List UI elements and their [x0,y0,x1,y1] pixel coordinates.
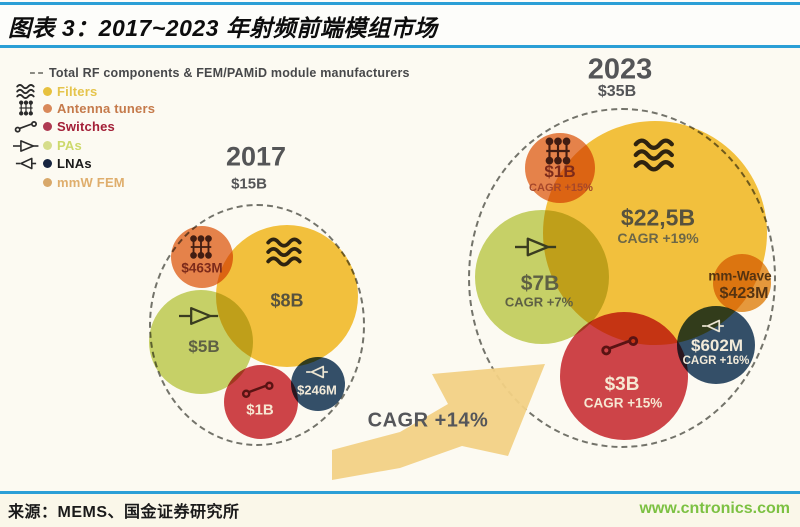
legend-label-lnas: LNAs [57,156,92,171]
bubble-2023-pas [475,210,609,344]
year-2017-label: 2017 [225,141,287,172]
lna-amplifier-icon [305,365,329,379]
bubble-2023-lnas [677,306,755,384]
legend-dot-pas [43,141,52,150]
value-2017-lnas: $246M [297,382,337,398]
title-underline-rule [0,45,800,48]
filter-waves-icon [264,236,306,268]
legend-label-switches: Switches [57,119,115,134]
lna-amplifier-icon [12,157,40,170]
footer-strip [0,491,800,527]
value-2023-lnas: $602M [691,336,743,355]
legend-dot-mmw-fem [43,178,52,187]
cagr-2023-antenna-tuners: CAGR +15% [529,182,593,194]
total-market-outline-2023 [468,108,776,448]
legend-dot-lnas [43,159,52,168]
source-note: 来源：MEMS、国金证券研究所 [8,504,240,521]
cagr-2023-switches: CAGR +15% [583,395,663,411]
switch-icon [241,381,275,400]
bubble-2023-mmwave [713,254,771,312]
legend-row-lnas: LNAs [12,156,92,171]
legend-total-label: Total RF components & FEM/PAMiD module m… [49,66,410,80]
overall-cagr-label: CAGR +14% [367,409,489,432]
figure-title: 图表 3：2017~2023 年射频前端模组市场 [8,15,438,41]
year-2023-label: 2023 [587,53,653,86]
value-2023-pas: $7B [520,272,560,295]
value-2017-switches: $1B [246,401,274,419]
legend-row-pas: PAs [12,138,82,153]
top-rule [0,2,800,5]
pa-amplifier-icon [179,306,219,327]
legend-dot-antenna-tuners [43,103,52,113]
switch-icon [600,335,640,357]
cagr-2023-lnas: CAGR +16% [682,355,750,367]
legend-label-filters: Filters [57,84,98,99]
label-2023-mmwave: mm-Wave [708,268,772,284]
footer-rule [0,491,800,494]
value-2023-mmwave: $423M [719,285,769,302]
filter-waves-icon [12,83,40,100]
pa-amplifier-icon [12,139,40,153]
value-2023-filters: $22,5B [620,204,696,231]
title-strip [0,0,800,48]
cagr-2023-pas: CAGR +7% [504,294,574,310]
total-2017-label: $15B [231,175,267,193]
legend-row-filters: Filters [12,83,97,100]
value-2023-antenna-tuners: $1B [544,162,576,181]
legend-row-switches: Switches [12,119,115,134]
value-2017-filters: $8B [270,290,304,311]
antenna-tuner-icon [542,135,574,167]
legend-label-antenna-tuners: Antenna tuners [57,100,156,116]
filter-waves-icon [631,137,679,173]
lna-amplifier-icon [701,319,725,333]
total-market-outline-2017 [149,204,365,446]
bubble-2017-switches [224,365,298,439]
dashed-line-icon [30,72,43,74]
legend-label-pas: PAs [57,138,82,153]
legend-row-mmw-fem: mmW FEM [12,175,125,190]
antenna-tuner-icon [12,99,40,117]
legend-label-mmw-fem: mmW FEM [57,175,125,190]
value-2023-switches: $3B [604,374,640,395]
legend-row-total: Total RF components & FEM/PAMiD module m… [30,66,410,80]
watermark-url: www.cntronics.com [639,500,790,517]
value-2017-antenna-tuners: $463M [181,260,223,276]
cagr-2023-filters: CAGR +19% [617,230,699,246]
legend-dot-filters [43,87,52,96]
pa-amplifier-icon [515,236,557,258]
value-2017-pas: $5B [188,337,220,356]
legend-dot-switches [43,122,52,131]
antenna-tuner-icon [187,233,215,261]
switch-icon [12,120,40,134]
legend-row-antenna-tuners: Antenna tuners [12,99,155,117]
bubble-2023-switches [560,312,688,440]
total-2023-label: $35B [597,83,637,100]
